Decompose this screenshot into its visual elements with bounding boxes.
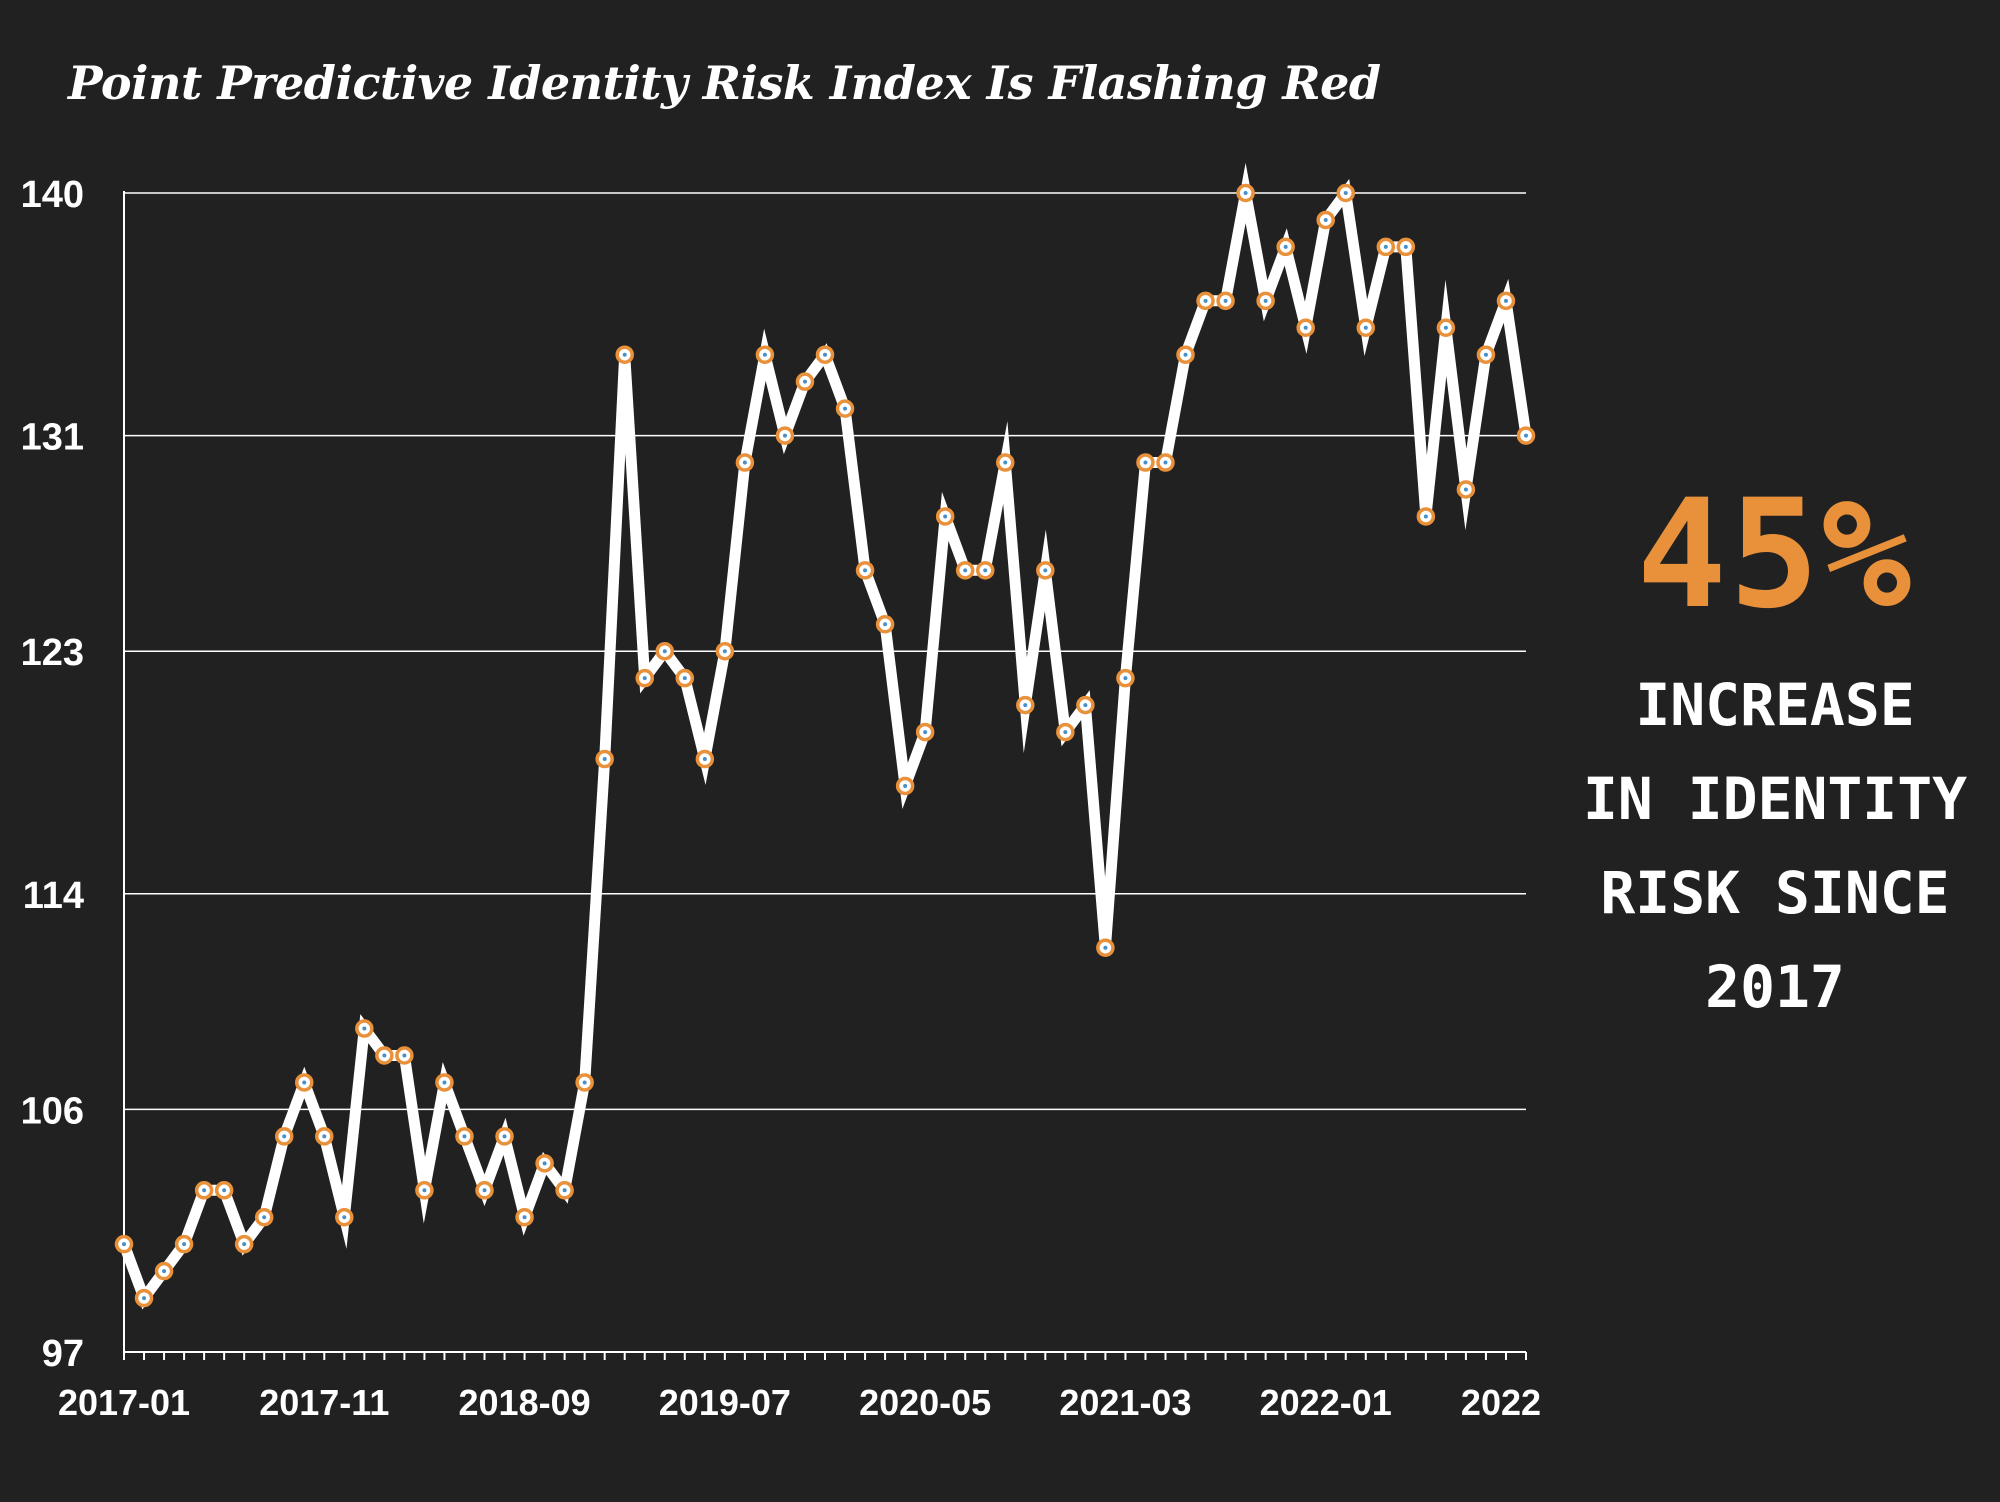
data-point: [575, 1073, 594, 1092]
data-point: [295, 1073, 314, 1092]
y-tick-label: 123: [21, 632, 84, 674]
data-point: [234, 1234, 254, 1254]
data-point: [335, 1207, 354, 1227]
callout-value: 45%: [1636, 468, 1914, 642]
data-point: [895, 776, 915, 796]
data-point: [1056, 722, 1075, 742]
data-point: [835, 399, 855, 418]
data-point: [655, 641, 675, 661]
data-point: [1396, 237, 1416, 257]
data-point: [1236, 183, 1255, 203]
data-point: [1296, 318, 1315, 338]
data-point: [1376, 237, 1396, 257]
x-tick-label: 2018-09: [459, 1382, 591, 1423]
data-point: [635, 668, 654, 688]
data-point: [1016, 695, 1035, 715]
data-point: [915, 722, 935, 742]
data-point: [1456, 480, 1476, 499]
y-tick-label: 97: [42, 1333, 84, 1375]
data-point: [134, 1288, 154, 1308]
data-point: [1116, 668, 1135, 688]
data-points: [114, 183, 1536, 1308]
x-tick-label: 2019-07: [659, 1382, 791, 1423]
data-point: [1036, 561, 1055, 580]
data-point: [1216, 291, 1235, 311]
data-point: [975, 561, 995, 580]
data-point: [174, 1234, 194, 1254]
data-point: [1336, 183, 1355, 203]
data-point: [755, 345, 775, 364]
data-point: [775, 426, 795, 445]
data-point: [274, 1127, 294, 1146]
data-point: [1496, 291, 1516, 311]
data-point: [675, 668, 695, 688]
x-tick-labels: 2017-01 2017-11 2018-09 2019-07 2020-05 2021-…: [58, 1382, 1540, 1423]
data-point: [1176, 345, 1195, 364]
gridlines: [124, 192, 1526, 1111]
data-point: [1276, 237, 1295, 257]
data-point: [1516, 426, 1536, 445]
data-point: [1156, 453, 1175, 472]
y-tick-label: 114: [23, 875, 84, 917]
data-point: [315, 1127, 334, 1146]
y-tick-label: 131: [21, 417, 84, 459]
x-tick-label: 2017-11: [259, 1382, 389, 1423]
data-point: [815, 345, 835, 364]
x-tick-label: 2020-05: [859, 1382, 991, 1423]
data-point: [795, 372, 815, 391]
data-point: [1096, 938, 1115, 957]
data-point: [154, 1261, 174, 1281]
data-point: [1356, 318, 1376, 338]
data-point: [535, 1154, 554, 1173]
data-point: [515, 1207, 534, 1227]
data-point: [415, 1181, 434, 1200]
x-tick-label: 2017-01: [58, 1382, 190, 1423]
x-tick-label: 2021-03: [1059, 1382, 1191, 1423]
x-tick-label: 2022-01: [1260, 1382, 1392, 1423]
data-point: [455, 1127, 474, 1146]
data-point: [194, 1181, 214, 1200]
x-tick-label: 2022-11: [1461, 1382, 1540, 1423]
data-point: [875, 615, 895, 634]
data-point: [1256, 291, 1275, 311]
data-point: [595, 749, 614, 769]
data-point: [495, 1127, 514, 1146]
data-point: [395, 1046, 414, 1065]
callout-text: INCREASE IN IDENTITY RISK SINCE 2017: [1582, 671, 1968, 1021]
data-point: [214, 1181, 234, 1200]
data-point: [1196, 291, 1215, 311]
data-point: [254, 1207, 274, 1227]
data-point: [1436, 318, 1456, 338]
data-point: [735, 453, 755, 472]
y-tick-labels: 97 106 114 123 131 140: [21, 174, 84, 1375]
data-point: [1316, 210, 1335, 230]
data-point: [615, 345, 634, 364]
data-point: [555, 1181, 574, 1200]
data-point: [435, 1073, 454, 1092]
data-point: [715, 641, 735, 661]
data-point: [475, 1181, 494, 1200]
data-point: [1136, 453, 1155, 472]
data-point: [355, 1019, 374, 1038]
data-point: [1076, 695, 1095, 715]
chart-title: Point Predictive Identity Risk Index Is …: [68, 56, 1381, 110]
axes: [123, 191, 1527, 1360]
data-point: [375, 1046, 394, 1065]
y-tick-label: 106: [21, 1090, 84, 1132]
data-point: [855, 561, 875, 580]
y-tick-label: 140: [21, 174, 84, 216]
data-point: [1416, 507, 1436, 526]
data-point: [935, 507, 955, 526]
callout: 45% INCREASE IN IDENTITY RISK SINCE 2017: [1560, 480, 1990, 1034]
data-point: [1476, 345, 1496, 364]
data-point: [695, 749, 715, 769]
data-point: [955, 561, 975, 580]
data-point: [996, 453, 1015, 472]
data-point: [114, 1234, 134, 1254]
